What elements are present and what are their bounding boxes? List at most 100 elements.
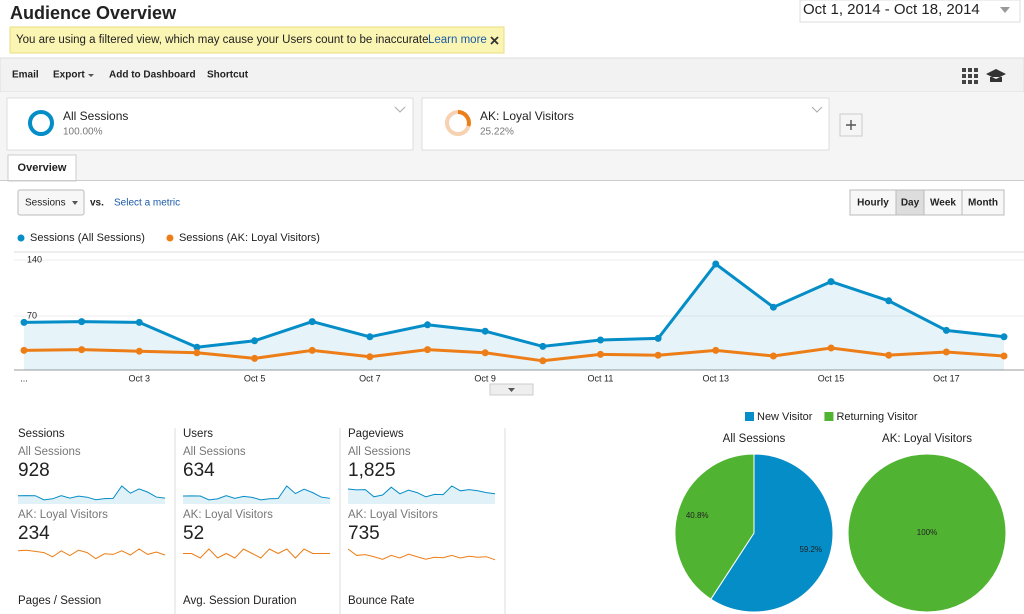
pie-slice[interactable] bbox=[847, 453, 1007, 613]
granularity-label[interactable]: Month bbox=[968, 198, 998, 209]
segment-label: All Sessions bbox=[348, 446, 411, 458]
data-point[interactable] bbox=[366, 333, 374, 341]
toolbar-item[interactable]: Add to Dashboard bbox=[109, 70, 196, 81]
data-point[interactable] bbox=[654, 351, 662, 359]
data-point[interactable] bbox=[20, 346, 28, 354]
series-line bbox=[23, 261, 1005, 349]
granularity-button[interactable] bbox=[923, 189, 963, 216]
data-point[interactable] bbox=[308, 318, 316, 326]
pie-slice[interactable] bbox=[710, 453, 834, 613]
data-point[interactable] bbox=[1000, 352, 1008, 360]
data-point[interactable] bbox=[481, 349, 489, 357]
data-point[interactable] bbox=[712, 260, 720, 268]
notice-link[interactable]: Learn more bbox=[428, 34, 487, 46]
academy-icon[interactable] bbox=[986, 69, 1006, 82]
data-point[interactable] bbox=[1000, 333, 1008, 341]
data-point[interactable] bbox=[827, 278, 835, 286]
metric-title: Avg. Session Duration bbox=[183, 595, 297, 607]
dropdown-arrow bbox=[811, 106, 823, 113]
granularity-label[interactable]: Hourly bbox=[857, 198, 889, 209]
legend-label: New Visitor bbox=[757, 411, 813, 423]
segment-label: All Sessions bbox=[183, 446, 246, 458]
data-point[interactable] bbox=[885, 351, 893, 359]
data-point[interactable] bbox=[78, 318, 86, 326]
legend-label: Sessions (AK: Loyal Visitors) bbox=[179, 232, 320, 244]
plus-icon bbox=[846, 120, 856, 130]
data-point[interactable] bbox=[193, 343, 201, 351]
toolbar-item[interactable]: Email bbox=[12, 70, 39, 81]
sparkline-area bbox=[183, 486, 330, 504]
segment-card[interactable] bbox=[421, 97, 830, 151]
data-point[interactable] bbox=[885, 297, 893, 305]
x-tick-label: Oct 7 bbox=[359, 373, 381, 383]
sparkline bbox=[183, 548, 330, 559]
data-point[interactable] bbox=[827, 344, 835, 352]
data-point[interactable] bbox=[78, 346, 86, 354]
legend-label: Sessions (All Sessions) bbox=[30, 232, 145, 244]
granularity-label[interactable]: Day bbox=[901, 198, 920, 209]
pie-slice[interactable] bbox=[674, 453, 755, 600]
pie-title: All Sessions bbox=[723, 433, 786, 445]
data-point[interactable] bbox=[251, 337, 259, 345]
data-point[interactable] bbox=[596, 350, 604, 358]
grid-icon[interactable] bbox=[962, 68, 978, 84]
series-area bbox=[24, 264, 1004, 370]
data-point[interactable] bbox=[654, 334, 662, 342]
granularity-button[interactable] bbox=[895, 189, 925, 216]
segment-card[interactable] bbox=[6, 97, 414, 151]
data-point[interactable] bbox=[135, 347, 143, 355]
segment-share: 100.00% bbox=[63, 127, 103, 138]
data-point[interactable] bbox=[942, 326, 950, 334]
sparkline bbox=[182, 485, 331, 501]
x-tick-label: Oct 17 bbox=[933, 373, 960, 383]
metric-label[interactable]: Sessions bbox=[25, 198, 66, 209]
metric-dropdown[interactable] bbox=[17, 189, 85, 216]
data-point[interactable] bbox=[424, 321, 432, 329]
metric-value: 52 bbox=[183, 523, 204, 544]
data-point[interactable] bbox=[251, 354, 259, 362]
data-point[interactable] bbox=[539, 342, 547, 350]
scorecards: Sessions All Sessions 928 AK: Loyal Visitor… bbox=[17, 428, 506, 614]
toolbar-item[interactable]: Shortcut bbox=[207, 70, 249, 81]
data-point[interactable] bbox=[712, 346, 720, 354]
x-tick-label: ... bbox=[20, 373, 28, 383]
toolbar-item[interactable]: Export bbox=[53, 70, 85, 81]
select-metric-link[interactable]: Select a metric bbox=[114, 198, 180, 209]
granularity-buttons: Hourly Day Week Month bbox=[849, 189, 1005, 216]
handle-arrow bbox=[508, 388, 515, 392]
segment-label: AK: Loyal Visitors bbox=[183, 509, 273, 521]
close-icon[interactable] bbox=[490, 36, 499, 45]
data-point[interactable] bbox=[308, 346, 316, 354]
data-point[interactable] bbox=[481, 327, 489, 335]
metric-title: Bounce Rate bbox=[348, 595, 415, 607]
date-range[interactable]: Oct 1, 2014 - Oct 18, 2014 bbox=[803, 1, 980, 18]
data-point[interactable] bbox=[942, 348, 950, 356]
data-point[interactable] bbox=[539, 357, 547, 365]
granularity-label[interactable]: Week bbox=[930, 198, 956, 209]
tab-label[interactable]: Overview bbox=[18, 162, 67, 174]
x-tick-label: Oct 15 bbox=[818, 373, 845, 383]
page-title: Audience Overview bbox=[10, 3, 177, 23]
metric-title: Pages / Session bbox=[18, 595, 101, 607]
notice-banner bbox=[9, 26, 505, 54]
slice-label: 40.8% bbox=[686, 511, 709, 520]
data-point[interactable] bbox=[769, 352, 777, 360]
segment-name: AK: Loyal Visitors bbox=[480, 109, 574, 123]
tab[interactable] bbox=[7, 154, 77, 182]
granularity-button[interactable] bbox=[961, 189, 1005, 216]
metric-value: 234 bbox=[18, 523, 50, 544]
data-point[interactable] bbox=[424, 346, 432, 354]
data-point[interactable] bbox=[366, 353, 374, 361]
data-point[interactable] bbox=[769, 303, 777, 311]
metric-value: 735 bbox=[348, 523, 380, 544]
dropdown-arrow bbox=[88, 74, 94, 77]
date-range-picker[interactable] bbox=[799, 0, 1021, 23]
data-point[interactable] bbox=[596, 336, 604, 344]
data-point[interactable] bbox=[135, 318, 143, 326]
data-point[interactable] bbox=[20, 318, 28, 326]
slice-label: 59.2% bbox=[799, 545, 822, 554]
sparkline bbox=[347, 548, 496, 561]
data-point[interactable] bbox=[193, 349, 201, 357]
legend-swatch bbox=[824, 412, 834, 421]
vs-label: vs. bbox=[90, 198, 104, 209]
